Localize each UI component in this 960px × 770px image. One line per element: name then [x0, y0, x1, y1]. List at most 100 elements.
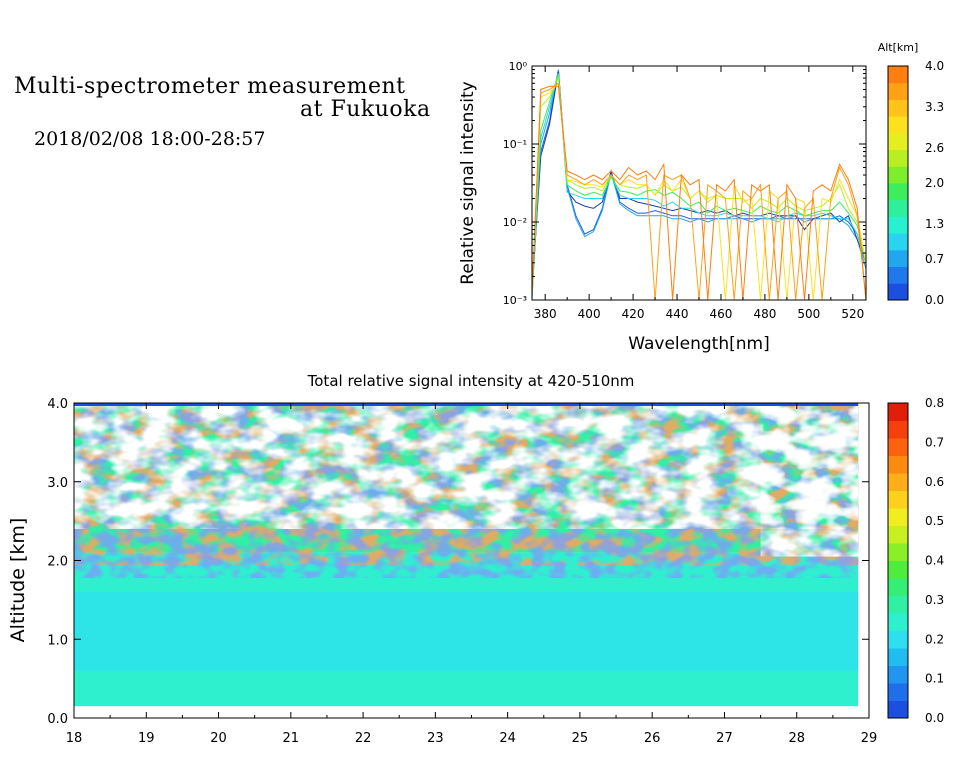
heatmap-title: Total relative signal intensity at 420-5…	[307, 372, 635, 390]
intensity-colorbar-swatch	[888, 683, 908, 701]
intensity-colorbar-swatch	[888, 560, 908, 579]
spectrum-y-ticks: 10⁰ 10⁻¹ 10⁻² 10⁻³	[503, 60, 866, 307]
spectrum-x-tick-label: 400	[578, 307, 601, 321]
intensity-colorbar-swatch	[888, 473, 908, 491]
intensity-colorbar-swatch	[888, 578, 908, 596]
date-range: 2018/02/08 18:00-28:57	[34, 128, 266, 150]
altitude-colorbar-tick-label: 1.3	[925, 217, 944, 231]
altitude-colorbar-label: Alt[km]	[878, 41, 919, 54]
intensity-colorbar-tick-label: 0.1	[925, 672, 944, 686]
altitude-colorbar-tick-label: 4.0	[925, 59, 944, 73]
altitude-colorbar-tick-label: 2.6	[925, 141, 944, 155]
spectrum-series-line-4	[531, 73, 867, 294]
heatmap-x-tick-label: 21	[283, 731, 300, 746]
intensity-colorbar-swatch	[888, 403, 908, 421]
heatmap-y-tick-label: 3.0	[47, 476, 68, 491]
intensity-colorbar-tick-label: 0.3	[925, 593, 944, 607]
spectrum-y-tick-label: 10⁻¹	[503, 138, 527, 151]
spectrum-series-line-1	[531, 69, 867, 297]
intensity-colorbar-tick-label: 0.4	[925, 554, 944, 568]
heatmap-x-tick-label: 24	[499, 731, 516, 746]
intensity-colorbar-swatch	[888, 508, 908, 526]
intensity-colorbar-swatch	[888, 665, 908, 684]
spectrum-x-tick-label: 380	[534, 307, 557, 321]
spectrum-series-line-8	[531, 85, 867, 301]
heatmap-x-ticks: 18 19 20 21 22 23 24 25 26 27 28 29	[66, 403, 878, 746]
altitude-colorbar-tick-label: 2.0	[925, 176, 944, 190]
figure-title-line2: at Fukuoka	[300, 97, 431, 122]
heatmap-x-tick-label: 20	[210, 731, 227, 746]
intensity-colorbar-swatch	[888, 630, 908, 649]
altitude-colorbar-swatch	[888, 233, 908, 251]
heatmap-y-ticks: 0.0 1.0 2.0 3.0 4.0	[47, 397, 869, 727]
intensity-colorbar-swatch	[888, 438, 908, 456]
heatmap-y-tick-label: 2.0	[47, 555, 68, 570]
intensity-colorbar-swatch	[888, 700, 908, 719]
altitude-colorbar-ticks: 4.0 3.3 2.6 2.0 1.3 0.7 0.0	[925, 59, 944, 307]
altitude-colorbar-swatch	[888, 199, 908, 217]
spectrum-x-label: Wavelength[nm]	[628, 334, 769, 354]
intensity-colorbar	[887, 402, 909, 719]
heatmap-y-tick-label: 4.0	[47, 397, 68, 412]
spectrum-series-line-6	[531, 82, 867, 301]
spectrum-x-tick-label: 440	[666, 307, 689, 321]
spectrum-series-line-3	[531, 73, 867, 301]
spectrum-x-tick-label: 520	[841, 307, 864, 321]
heatmap-top-row	[74, 403, 859, 406]
heatmap-x-tick-label: 22	[355, 731, 372, 746]
heatmap-missing-data-mask	[74, 403, 859, 529]
intensity-colorbar-tick-label: 0.8	[925, 396, 944, 410]
intensity-colorbar-swatch	[888, 420, 908, 439]
intensity-colorbar-swatch	[888, 543, 908, 561]
altitude-colorbar-frame	[887, 65, 909, 301]
altitude-colorbar-swatch	[888, 116, 908, 134]
intensity-colorbar-swatch	[888, 455, 908, 474]
intensity-colorbar-tick-label: 0.7	[925, 435, 944, 449]
spectrum-x-tick-label: 480	[753, 307, 776, 321]
intensity-colorbar-swatch	[888, 595, 908, 614]
altitude-colorbar-tick-label: 0.0	[925, 293, 944, 307]
altitude-colorbar-swatch	[888, 249, 908, 268]
intensity-colorbar-swatch	[888, 648, 908, 666]
heatmap-y-tick-label: 0.0	[47, 712, 68, 727]
intensity-colorbar-swatch	[888, 525, 908, 544]
heatmap-field	[74, 403, 859, 707]
spectrum-y-tick-label: 10⁻²	[503, 216, 527, 229]
altitude-colorbar-swatch	[888, 149, 908, 167]
altitude-colorbar-swatch	[888, 99, 908, 117]
heatmap-y-label: Altitude [km]	[7, 518, 29, 643]
altitude-colorbar-tick-label: 3.3	[925, 100, 944, 114]
altitude-colorbar-swatch	[888, 66, 908, 84]
intensity-colorbar-swatch	[888, 613, 908, 631]
intensity-colorbar-ticks: 0.8 0.7 0.6 0.5 0.4 0.3 0.2 0.1 0.0	[925, 396, 944, 725]
altitude-colorbar-swatch	[888, 283, 908, 301]
spectrum-x-ticks: 380 400 420 440 460 480 500 520	[534, 66, 864, 321]
heatmap-x-tick-label: 28	[788, 731, 805, 746]
heatmap-mid-layer	[74, 592, 859, 671]
spectrum-y-tick-label: 10⁻³	[503, 294, 527, 307]
heatmap-x-tick-label: 27	[716, 731, 733, 746]
heatmap-y-tick-label: 1.0	[47, 633, 68, 648]
intensity-colorbar-tick-label: 0.0	[925, 711, 944, 725]
altitude-colorbar-swatch	[888, 166, 908, 184]
spectrum-y-label: Relative signal intensity	[458, 81, 478, 284]
figure-title-line1: Multi-spectrometer measurement	[14, 74, 406, 99]
heatmap-missing-data-mask-late	[760, 403, 859, 557]
spectrum-x-tick-label: 420	[622, 307, 645, 321]
spectrum-x-tick-label: 500	[797, 307, 820, 321]
heatmap-x-tick-label: 25	[572, 731, 589, 746]
altitude-colorbar-swatch	[888, 216, 908, 234]
altitude-colorbar-swatch	[888, 266, 908, 284]
altitude-colorbar-tick-label: 0.7	[925, 252, 944, 266]
altitude-colorbar-swatch	[888, 82, 908, 100]
heatmap-x-tick-label: 29	[861, 731, 878, 746]
intensity-colorbar-tick-label: 0.2	[925, 632, 944, 646]
intensity-colorbar-swatch	[888, 490, 908, 509]
heatmap-x-tick-label: 18	[66, 731, 83, 746]
spectrum-lines	[531, 69, 867, 301]
altitude-colorbar	[887, 65, 909, 301]
heatmap-x-tick-label: 23	[427, 731, 444, 746]
spectrum-x-tick-label: 460	[710, 307, 733, 321]
